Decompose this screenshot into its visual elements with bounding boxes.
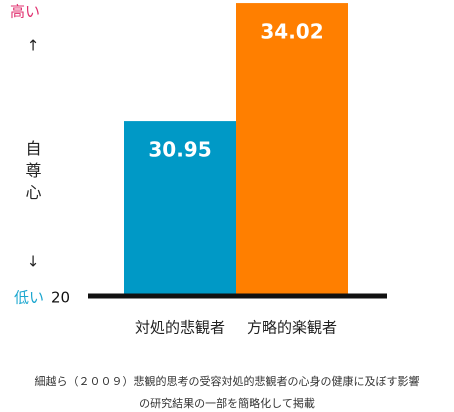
bar bbox=[236, 3, 348, 297]
y-high-label: 高い bbox=[10, 3, 40, 21]
value-label: 30.95 bbox=[148, 138, 211, 162]
y-axis-title: 自尊心 bbox=[23, 140, 42, 206]
caption: の研究結果の一部を簡略化して掲載 bbox=[139, 396, 315, 410]
bar bbox=[124, 121, 236, 296]
x-tick-label: 方略的楽観者 bbox=[247, 319, 337, 337]
y-bottom-label: 20 bbox=[51, 289, 70, 307]
value-label: 34.02 bbox=[260, 20, 323, 44]
down-arrow: ↓ bbox=[27, 253, 40, 271]
up-arrow: ↑ bbox=[27, 37, 40, 55]
x-tick-label: 対処的悲観者 bbox=[135, 319, 225, 337]
caption: 細越ら（２００９）悲観的思考の受容対処的悲観者の心身の健康に及ぼす影響 bbox=[35, 374, 420, 388]
y-low-label: 低い bbox=[14, 289, 44, 307]
